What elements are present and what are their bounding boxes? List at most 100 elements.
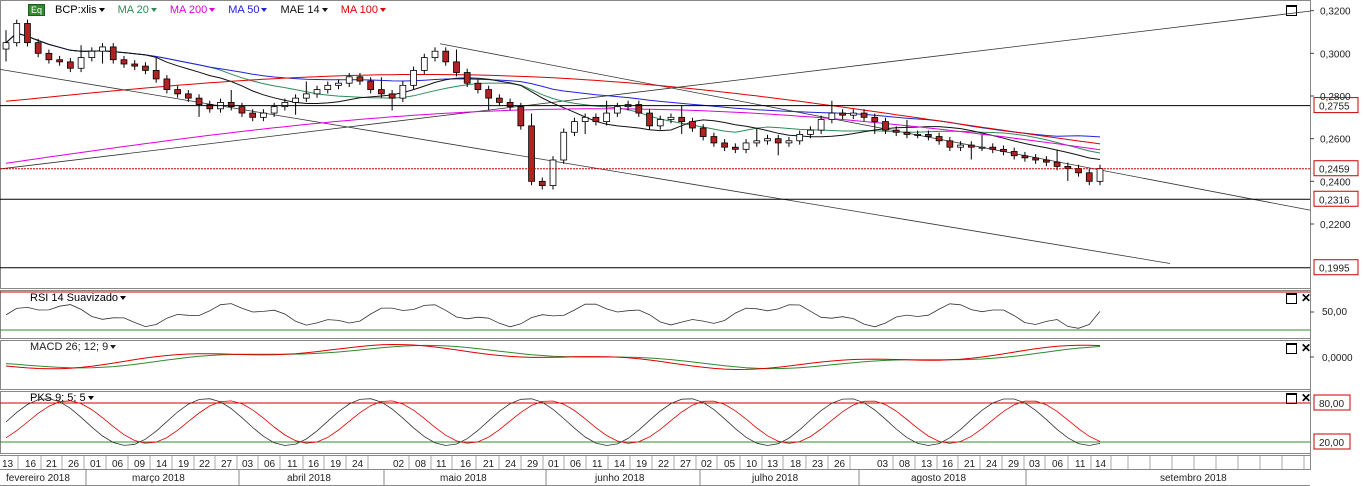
date-tick-label: 24	[352, 459, 364, 470]
trendline-up	[0, 10, 1311, 170]
macd-maximize-icon[interactable]	[1286, 343, 1297, 354]
candle	[34, 42, 42, 54]
candle	[496, 97, 503, 103]
candle	[1085, 172, 1093, 182]
macd-close-icon[interactable]: ✕	[1301, 341, 1312, 355]
candle	[828, 112, 836, 120]
month-label: julho 2018	[751, 473, 799, 484]
candle	[281, 102, 289, 108]
date-tick-label: 16	[942, 459, 954, 470]
candle	[860, 112, 868, 118]
pks-tick-label: 80,00	[1319, 399, 1344, 410]
candle	[56, 59, 63, 63]
candle	[420, 57, 428, 71]
macd-line	[5, 343, 1101, 371]
date-tick-label: 14	[156, 459, 168, 470]
candle	[914, 133, 922, 136]
candle	[195, 97, 203, 105]
date-tick-label: 16	[25, 459, 37, 470]
candle	[571, 121, 578, 133]
level-label: 0,2459	[1319, 165, 1350, 176]
candle	[270, 106, 278, 114]
symbol-selector[interactable]: Eq BCP:xlis	[28, 4, 105, 16]
date-tick-label: 11	[592, 459, 603, 470]
date-tick-label: 03	[242, 459, 254, 470]
indicator-ma50[interactable]: MA 50	[228, 4, 268, 16]
candle	[871, 116, 879, 123]
date-tick-label: 03	[877, 459, 889, 470]
symbol-label: BCP:xlis	[55, 4, 97, 16]
pks-tick-box	[1313, 433, 1351, 450]
level-label-box	[1313, 259, 1359, 276]
rsi-panel-title[interactable]: RSI 14 Suavizado	[30, 292, 127, 304]
date-tick-label: 27	[680, 459, 692, 470]
price-tick-label: 0,2200	[1320, 220, 1351, 231]
month-label: maio 2018	[440, 473, 487, 484]
candle	[142, 65, 149, 71]
date-tick-label: 06	[570, 459, 582, 470]
indicator-ma100[interactable]: MA 100	[341, 4, 387, 16]
date-tick-label: 26	[834, 459, 846, 470]
date-tick-label: 21	[964, 459, 976, 470]
level-label-box	[1313, 160, 1359, 177]
candle	[506, 102, 514, 108]
candle	[839, 112, 846, 116]
candle	[549, 159, 557, 187]
candle	[742, 142, 750, 150]
date-tick-label: 22	[658, 459, 670, 470]
candle	[560, 131, 568, 161]
candle	[538, 180, 546, 186]
candle	[120, 59, 128, 65]
candle	[935, 136, 943, 142]
candle	[753, 140, 761, 144]
date-tick-label: 19	[330, 459, 342, 470]
maximize-icon[interactable]	[1286, 5, 1297, 16]
candle	[238, 106, 246, 114]
date-tick-label: 06	[1052, 459, 1064, 470]
candle	[817, 119, 825, 131]
candle	[399, 84, 407, 99]
month-label: fevereiro 2018	[6, 473, 70, 484]
candle	[324, 84, 332, 91]
candle	[206, 104, 214, 110]
date-tick-label: 23	[812, 459, 824, 470]
rsi-close-icon[interactable]: ✕	[1301, 291, 1312, 305]
date-tick-label: 01	[90, 459, 102, 470]
candle	[260, 112, 267, 118]
panel-border	[0, 0, 1311, 289]
date-tick-label: 21	[483, 459, 495, 470]
candle	[892, 129, 900, 133]
date-tick-label: 06	[264, 459, 276, 470]
price-tick-label: 0,2600	[1320, 135, 1351, 146]
candle	[88, 50, 96, 59]
candle	[807, 129, 814, 135]
date-tick-label: 18	[790, 459, 802, 470]
date-tick-label: 13	[767, 459, 779, 470]
pks-close-icon[interactable]: ✕	[1301, 391, 1312, 405]
trendline-hidden	[230, 106, 1200, 140]
indicator-mae14[interactable]: MAE 14	[281, 4, 328, 16]
date-tick-label: 08	[415, 459, 427, 470]
candle	[2, 42, 10, 50]
candle	[388, 93, 396, 99]
candle	[431, 50, 439, 59]
date-tick-label: 16	[460, 459, 472, 470]
candle	[1021, 155, 1029, 159]
level-label-box	[1313, 190, 1359, 207]
candle	[109, 46, 117, 61]
level-label-box	[1313, 97, 1359, 114]
candle	[77, 57, 85, 69]
date-tick-label: 27	[221, 459, 233, 470]
indicator-ma200[interactable]: MA 200	[170, 4, 216, 16]
date-tick-label: 13	[921, 459, 933, 470]
rsi-maximize-icon[interactable]	[1286, 293, 1297, 304]
macd-panel-title[interactable]: MACD 26; 12; 9	[30, 341, 117, 353]
date-tick-label: 29	[527, 459, 539, 470]
candle	[903, 131, 911, 135]
candle	[45, 52, 53, 61]
date-tick-label: 16	[308, 459, 320, 470]
candle	[99, 46, 106, 52]
indicator-ma20[interactable]: MA 20	[118, 4, 157, 16]
candle	[1064, 165, 1072, 169]
